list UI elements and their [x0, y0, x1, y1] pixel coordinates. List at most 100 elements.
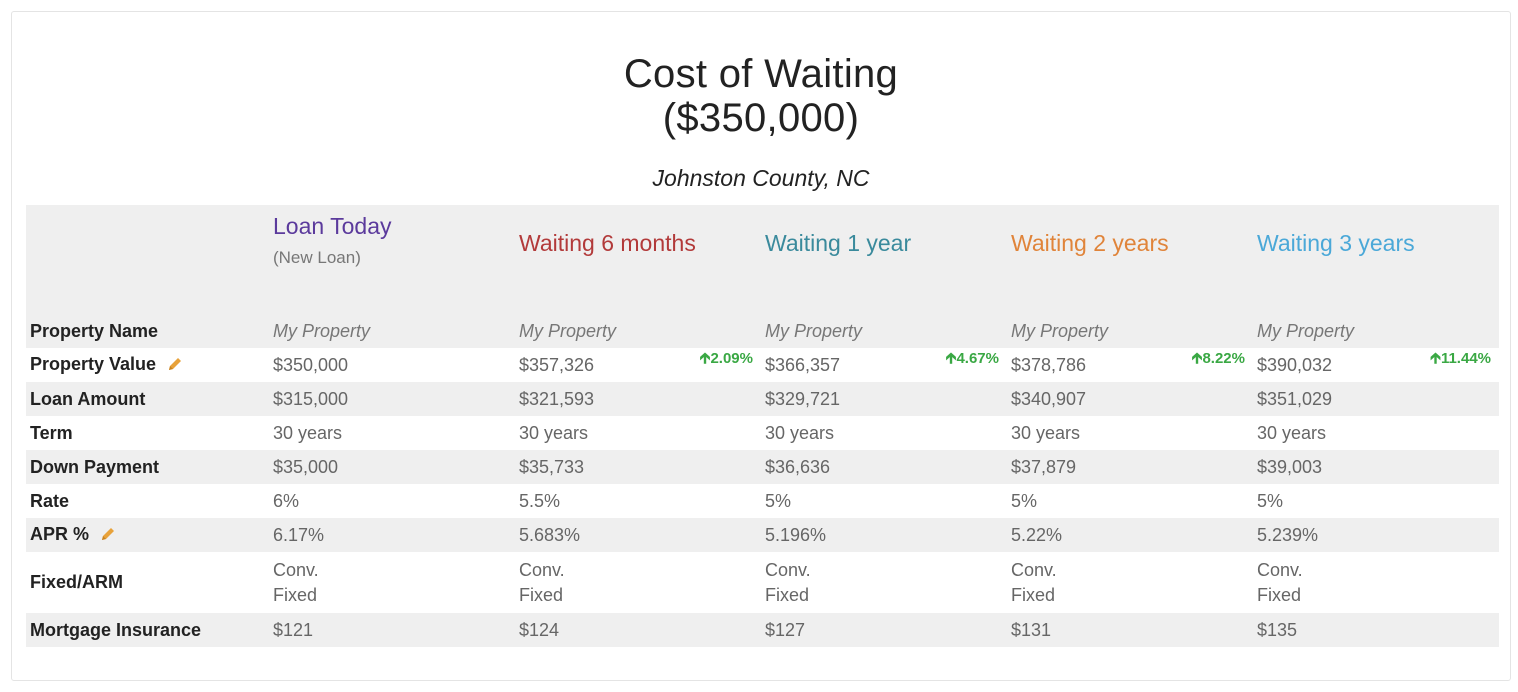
cell-loan-amount: $329,721 — [760, 382, 1007, 416]
cell-property-name: My Property — [268, 314, 515, 348]
cell-down-payment: $35,733 — [514, 450, 761, 484]
cell-property-name: My Property — [760, 314, 1007, 348]
cell-apr: 5.683% — [514, 518, 761, 552]
up-arrow-icon: 🡱 — [1191, 350, 1203, 367]
rate-type: Fixed — [518, 584, 563, 605]
cell-loan-amount: $351,029 — [1252, 382, 1499, 416]
row-label: Property Value — [30, 353, 157, 374]
cell-property-value: $378,786 🡱8.22% — [1007, 348, 1253, 382]
cell-term: 30 years — [518, 422, 589, 443]
column-title: Waiting 6 months — [518, 230, 696, 256]
row-label: Down Payment — [26, 450, 269, 484]
value-text: $357,326 — [518, 354, 595, 375]
loan-type: Conv. — [1010, 559, 1057, 580]
rate-type: Fixed — [764, 584, 809, 605]
cell-down-payment: $37,879 — [1006, 450, 1253, 484]
increase-badge: 🡱2.09% — [700, 348, 753, 373]
value-text: $390,032 — [1256, 354, 1333, 375]
table-row-rate: Rate 6% 5.5% 5% 5% 5% — [26, 484, 1499, 518]
row-label: Mortgage Insurance — [26, 613, 269, 647]
column-header-wait-2y: Waiting 2 years — [1006, 205, 1253, 314]
comparison-table: Loan Today (New Loan) Waiting 6 months W… — [26, 205, 1499, 647]
increase-badge: 🡱8.22% — [1192, 348, 1245, 373]
cell-mortgage-insurance: $127 — [760, 613, 1007, 647]
delta-text: 8.22% — [1202, 350, 1245, 367]
rate-type: Fixed — [1256, 584, 1301, 605]
cell-fixed-arm: Conv. Fixed — [269, 552, 515, 613]
column-subtitle: (New Loan) — [272, 248, 361, 267]
cell-term: 30 years — [1010, 422, 1081, 443]
cell-mortgage-insurance: $124 — [514, 613, 761, 647]
rate-type: Fixed — [1010, 584, 1055, 605]
row-label: Fixed/ARM — [30, 572, 124, 592]
cell-down-payment: $36,636 — [760, 450, 1007, 484]
loan-type: Conv. — [272, 559, 319, 580]
table-row-down-payment: Down Payment $35,000 $35,733 $36,636 $37… — [26, 450, 1499, 484]
cell-rate: 6% — [272, 490, 299, 511]
increase-badge: 🡱11.44% — [1430, 348, 1491, 373]
row-label-apr: APR % — [26, 518, 269, 552]
table-row-loan-amount: Loan Amount $315,000 $321,593 $329,721 $… — [26, 382, 1499, 416]
cell-rate: 5% — [1010, 490, 1037, 511]
table-row-property-value: Property Value $350,000 $357,326 🡱2.09% … — [26, 348, 1499, 382]
pencil-icon[interactable] — [100, 526, 116, 547]
cell-mortgage-insurance: $135 — [1252, 613, 1499, 647]
cell-property-name: My Property — [1006, 314, 1253, 348]
cell-term: 30 years — [764, 422, 835, 443]
column-header-wait-3y: Waiting 3 years — [1252, 205, 1499, 314]
cost-of-waiting-card: Cost of Waiting ($350,000) Johnston Coun… — [11, 11, 1511, 681]
cell-fixed-arm: Conv. Fixed — [1253, 552, 1499, 613]
header-corner — [26, 205, 269, 314]
delta-text: 2.09% — [710, 350, 753, 367]
cell-rate: 5.5% — [518, 490, 561, 511]
loan-type: Conv. — [1256, 559, 1303, 580]
cell-apr: 5.22% — [1006, 518, 1253, 552]
cell-property-value: $390,032 🡱11.44% — [1253, 348, 1499, 382]
cell-property-name: My Property — [1252, 314, 1499, 348]
cell-loan-amount: $315,000 — [268, 382, 515, 416]
table-row-property-name: Property Name My Property My Property My… — [26, 314, 1499, 348]
cell-property-name: My Property — [514, 314, 761, 348]
cell-rate: 5% — [1256, 490, 1283, 511]
row-label: Loan Amount — [26, 382, 269, 416]
row-label: Property Name — [26, 314, 269, 348]
column-title: Waiting 1 year — [764, 230, 912, 256]
row-label: APR % — [30, 523, 90, 544]
increase-badge: 🡱4.67% — [946, 348, 999, 373]
column-title: Waiting 3 years — [1256, 230, 1415, 256]
pencil-icon[interactable] — [167, 356, 183, 377]
column-header-wait-6m: Waiting 6 months — [514, 205, 761, 314]
value-text: $378,786 — [1010, 354, 1087, 375]
cell-fixed-arm: Conv. Fixed — [1007, 552, 1253, 613]
column-title: Waiting 2 years — [1010, 230, 1169, 256]
cell-loan-amount: $340,907 — [1006, 382, 1253, 416]
cell-term: 30 years — [1256, 422, 1327, 443]
table-row-term: Term 30 years 30 years 30 years 30 years… — [26, 416, 1499, 450]
value-text: $366,357 — [764, 354, 841, 375]
up-arrow-icon: 🡱 — [699, 350, 711, 367]
cell-term: 30 years — [272, 422, 343, 443]
location-subtitle: Johnston County, NC — [652, 165, 870, 191]
cell-rate: 5% — [764, 490, 791, 511]
cell-property-value: $366,357 🡱4.67% — [761, 348, 1007, 382]
up-arrow-icon: 🡱 — [1430, 350, 1441, 367]
cell-mortgage-insurance: $131 — [1006, 613, 1253, 647]
column-header-wait-1y: Waiting 1 year — [760, 205, 1007, 314]
cell-fixed-arm: Conv. Fixed — [515, 552, 761, 613]
cell-down-payment: $39,003 — [1252, 450, 1499, 484]
table-row-fixed-arm: Fixed/ARM Conv. Fixed Conv. Fixed Conv. Fix… — [26, 552, 1499, 613]
cell-down-payment: $35,000 — [268, 450, 515, 484]
loan-type: Conv. — [518, 559, 565, 580]
row-label: Rate — [30, 490, 70, 511]
column-title: Loan Today — [272, 213, 392, 239]
cell-apr: 6.17% — [268, 518, 515, 552]
page-title: Cost of Waiting — [623, 52, 899, 96]
column-header-loan-today: Loan Today (New Loan) — [268, 205, 515, 314]
cell-loan-amount: $321,593 — [514, 382, 761, 416]
cell-apr: 5.196% — [760, 518, 1007, 552]
table-row-apr: APR % 6.17% 5.683% 5.196% 5.22% 5.239% — [26, 518, 1499, 552]
row-label-property-value: Property Value — [26, 348, 269, 382]
cell-property-value: $357,326 🡱2.09% — [515, 348, 761, 382]
delta-text: 4.67% — [956, 350, 999, 367]
delta-text: 11.44% — [1440, 350, 1491, 367]
